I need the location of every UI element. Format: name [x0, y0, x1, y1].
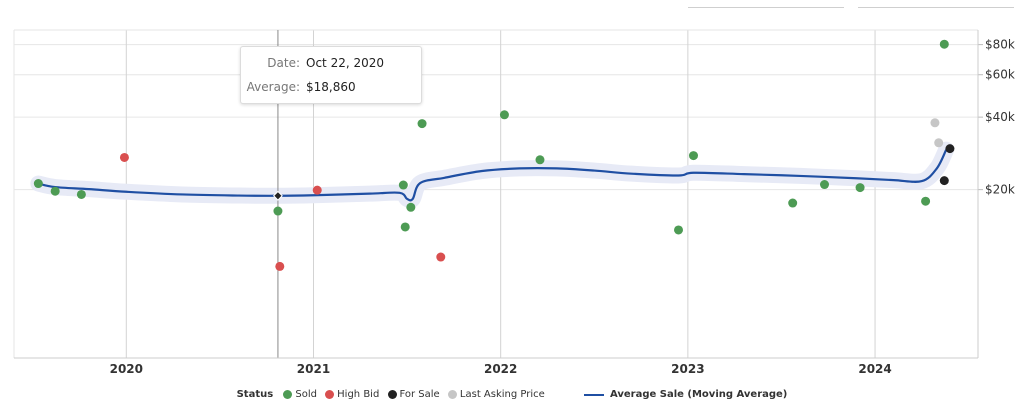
sold-point[interactable]	[788, 198, 798, 208]
legend-for-sale-marker[interactable]	[387, 390, 397, 399]
sold-point[interactable]	[273, 206, 283, 216]
legend-last-asking-marker[interactable]	[447, 390, 457, 399]
legend-average-swatch[interactable]	[583, 393, 604, 396]
last-asking-price-point[interactable]	[930, 118, 940, 128]
sold-point[interactable]	[688, 151, 698, 161]
legend-average-label[interactable]: Average Sale (Moving Average)	[609, 389, 788, 400]
axis-layer: $20k $40k $60k $80k 2020 2021 2022 2023 2024	[14, 30, 1015, 376]
sold-point[interactable]	[499, 110, 509, 120]
y-tick-label: $80k	[985, 38, 1015, 52]
sold-point[interactable]	[76, 189, 86, 199]
sold-point[interactable]	[939, 39, 949, 49]
x-tick-label: 2021	[297, 362, 330, 376]
sold-point[interactable]	[855, 183, 865, 193]
sold-point[interactable]	[398, 180, 408, 190]
sold-point[interactable]	[417, 119, 427, 129]
sold-point[interactable]	[921, 196, 931, 206]
hover-marker	[272, 190, 283, 201]
chart-legend: Status Sold High Bid For Sale Last Askin…	[0, 389, 1024, 401]
tooltip-date-value: Oct 22, 2020	[306, 56, 384, 70]
sold-point[interactable]	[400, 222, 410, 232]
hover-tooltip: Date: Oct 22, 2020 Average: $18,860	[240, 46, 422, 104]
average-band-layer	[30, 141, 955, 209]
high-bid-point[interactable]	[119, 152, 129, 162]
x-tick-label: 2020	[110, 362, 143, 376]
top-tab-right[interactable]	[858, 7, 1014, 8]
sold-point[interactable]	[820, 180, 830, 190]
high-bid-point[interactable]	[312, 185, 322, 195]
legend-title: Status	[236, 389, 274, 400]
legend-sold-marker[interactable]	[283, 390, 293, 399]
legend-last-asking-label[interactable]: Last Asking Price	[459, 389, 545, 400]
for-sale-point[interactable]	[945, 144, 955, 154]
x-tick-label: 2022	[484, 362, 517, 376]
average-sale-line	[38, 149, 948, 202]
high-bid-point[interactable]	[275, 261, 285, 271]
x-tick-label: 2023	[671, 362, 704, 376]
y-tick-label: $60k	[985, 68, 1015, 82]
high-bid-point[interactable]	[436, 252, 446, 262]
sold-point[interactable]	[535, 155, 545, 165]
top-tab-left[interactable]	[688, 7, 844, 8]
sold-point[interactable]	[674, 225, 684, 235]
legend-sold-label[interactable]: Sold	[295, 389, 317, 400]
sold-point[interactable]	[50, 186, 60, 196]
tooltip-average-label: Average:	[246, 80, 300, 94]
x-tick-label: 2024	[858, 362, 891, 376]
y-tick-label: $40k	[985, 110, 1015, 124]
points-layer	[33, 39, 955, 271]
for-sale-point[interactable]	[939, 176, 949, 186]
tooltip-average-value: $18,860	[306, 80, 356, 94]
sold-point[interactable]	[406, 202, 416, 212]
last-asking-price-point[interactable]	[934, 138, 944, 148]
legend-for-sale-label[interactable]: For Sale	[399, 389, 440, 400]
legend-high-bid-marker[interactable]	[325, 390, 335, 399]
chart-area: $20k $40k $60k $80k 2020 2021 2022 2023 2024	[13, 29, 1015, 376]
sold-point[interactable]	[33, 179, 43, 189]
tooltip-date-label: Date:	[267, 56, 300, 70]
average-confidence-band	[30, 141, 955, 209]
y-tick-label: $20k	[985, 183, 1015, 197]
average-line-layer	[38, 149, 948, 202]
legend-high-bid-label[interactable]: High Bid	[337, 389, 380, 400]
